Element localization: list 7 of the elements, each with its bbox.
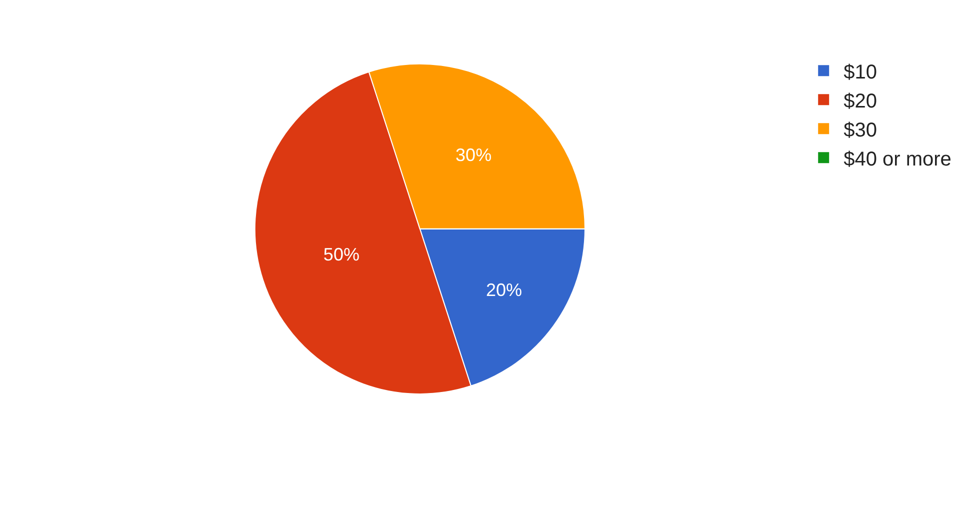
data-label: 20% xyxy=(486,280,522,300)
legend-label: $20 xyxy=(844,90,877,112)
data-label: 30% xyxy=(456,145,492,166)
legend-label: $40 or more xyxy=(844,148,952,170)
data-label: 50% xyxy=(323,244,360,264)
legend-label: $30 xyxy=(844,119,877,142)
legend-label: $10 xyxy=(844,61,877,84)
